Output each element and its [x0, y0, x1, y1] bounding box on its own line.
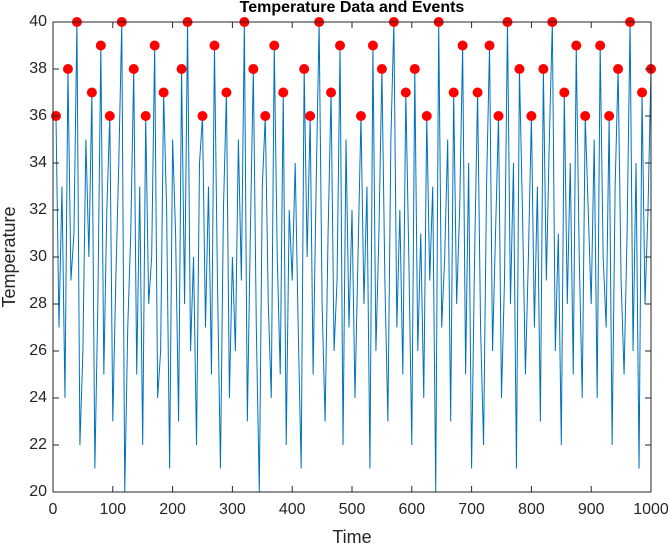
y-tick-label: 34 [29, 154, 47, 171]
event-marker [559, 87, 570, 98]
event-marker [613, 64, 624, 74]
event-marker [409, 64, 420, 74]
event-marker [278, 87, 289, 98]
event-marker [128, 64, 139, 74]
event-marker [421, 111, 432, 121]
y-tick-label: 24 [29, 389, 47, 406]
event-marker [448, 87, 459, 98]
chart-title: Temperature Data and Events [240, 0, 465, 16]
x-tick-label: 400 [279, 501, 306, 518]
event-marker [104, 111, 115, 121]
event-marker [269, 40, 280, 51]
event-marker [140, 111, 151, 121]
event-marker [367, 40, 378, 51]
event-marker [604, 111, 615, 121]
y-axis-label: Temperature [0, 206, 19, 307]
event-marker [637, 87, 648, 98]
data-line [55, 21, 652, 493]
event-marker [355, 111, 366, 121]
event-marker [260, 111, 271, 121]
x-tick-label: 900 [578, 501, 605, 518]
event-marker [484, 40, 495, 51]
y-tick-label: 20 [29, 483, 47, 500]
x-tick-label: 500 [339, 501, 366, 518]
event-marker [526, 111, 537, 121]
y-tick-label: 26 [29, 342, 47, 359]
event-marker [248, 64, 259, 74]
event-marker [493, 111, 504, 121]
event-marker [62, 64, 73, 74]
event-marker [335, 40, 346, 51]
event-marker [571, 40, 582, 51]
event-marker [326, 87, 337, 98]
x-tick-label: 200 [159, 501, 186, 518]
x-tick-label: 300 [219, 501, 246, 518]
x-tick-label: 0 [49, 501, 58, 518]
x-tick-label: 100 [99, 501, 126, 518]
y-tick-label: 36 [29, 107, 47, 124]
event-marker [400, 87, 411, 98]
y-tick-label: 30 [29, 248, 47, 265]
event-marker [197, 111, 208, 121]
x-axis-label: Time [332, 527, 371, 546]
event-marker [376, 64, 387, 74]
event-marker [472, 87, 483, 98]
event-marker [514, 64, 525, 74]
event-marker [95, 40, 106, 51]
x-tick-label: 600 [398, 501, 425, 518]
event-marker [457, 40, 468, 51]
x-tick-label: 1000 [633, 501, 669, 518]
event-marker [305, 111, 316, 121]
y-tick-label: 38 [29, 60, 47, 77]
event-marker [209, 40, 220, 51]
event-marker [221, 87, 232, 98]
event-marker [158, 87, 169, 98]
event-marker [595, 40, 606, 51]
event-marker [86, 87, 97, 98]
event-marker [580, 111, 591, 121]
y-tick-label: 28 [29, 295, 47, 312]
event-marker [149, 40, 160, 51]
y-tick-label: 40 [29, 13, 47, 30]
x-tick-label: 700 [458, 501, 485, 518]
event-marker [538, 64, 549, 74]
x-tick-label: 800 [518, 501, 545, 518]
event-marker [176, 64, 187, 74]
y-tick-label: 32 [29, 201, 47, 218]
event-marker [299, 64, 310, 74]
y-tick-label: 22 [29, 436, 47, 453]
